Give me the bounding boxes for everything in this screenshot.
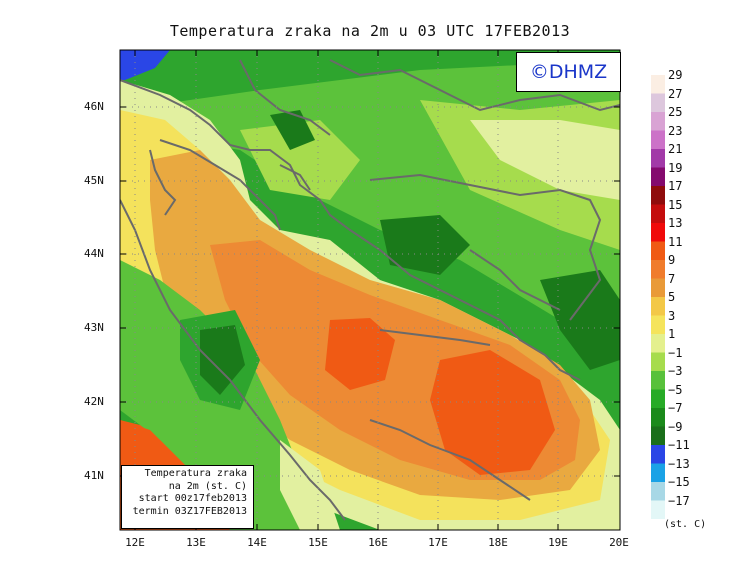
lon-label-16: 16E bbox=[368, 536, 388, 549]
field-deep-green-italy-core bbox=[200, 325, 245, 395]
colorbar-label: 23 bbox=[668, 123, 683, 138]
lon-label-19: 19E bbox=[548, 536, 568, 549]
colorbar-swatch bbox=[651, 408, 665, 427]
colorbar-label: −7 bbox=[668, 401, 683, 415]
colorbar-label: 3 bbox=[668, 308, 676, 323]
colorbar-label: −13 bbox=[668, 456, 690, 471]
colorbar-swatch bbox=[651, 297, 665, 316]
lat-label-42: 42N bbox=[84, 395, 104, 408]
colorbar-label: 5 bbox=[668, 290, 676, 304]
colorbar-swatch bbox=[651, 352, 665, 371]
colorbar-label: −17 bbox=[668, 493, 690, 508]
colorbar-label: 1 bbox=[668, 327, 676, 341]
colorbar-swatch bbox=[651, 130, 665, 149]
lon-label-17: 17E bbox=[428, 536, 448, 549]
field-deep-green-se bbox=[540, 270, 620, 370]
lon-label-12: 12E bbox=[125, 536, 145, 549]
dhmz-logo: ©DHMZ bbox=[516, 52, 621, 92]
lon-label-14: 14E bbox=[247, 536, 267, 549]
info-line-4: termin 03Z17FEB2013 bbox=[132, 505, 247, 517]
lat-label-45: 45N bbox=[84, 174, 104, 187]
colorbar bbox=[651, 75, 665, 519]
colorbar-swatch bbox=[651, 445, 665, 464]
colorbar-swatch bbox=[651, 241, 665, 260]
field-pale-green-ne bbox=[470, 120, 620, 200]
colorbar-swatch bbox=[651, 334, 665, 353]
colorbar-swatch bbox=[651, 149, 665, 168]
colorbar-label: 29 bbox=[668, 68, 683, 82]
colorbar-swatch bbox=[651, 75, 665, 94]
lon-label-20: 20E bbox=[609, 536, 629, 549]
field-blue-cold bbox=[120, 50, 170, 80]
info-line-2: na 2m (st. C) bbox=[168, 480, 247, 492]
lat-label-43: 43N bbox=[84, 321, 104, 334]
colorbar-label: −1 bbox=[668, 345, 683, 360]
colorbar-label: −5 bbox=[668, 382, 683, 397]
field-red-orange-south bbox=[430, 350, 555, 475]
lat-label-44: 44N bbox=[84, 247, 104, 260]
field-deep-green-bosnia bbox=[380, 215, 470, 275]
map-field bbox=[120, 50, 620, 530]
info-line-3: start 00z17feb2013 bbox=[138, 493, 247, 504]
graticule bbox=[120, 50, 620, 530]
lat-label-41: 41N bbox=[84, 469, 104, 482]
colorbar-label: 7 bbox=[668, 271, 676, 286]
colorbar-swatch bbox=[651, 315, 665, 334]
colorbar-swatch bbox=[651, 278, 665, 297]
colorbar-label: 11 bbox=[668, 234, 683, 249]
field-red-orange-central bbox=[325, 318, 395, 390]
colorbar-swatch bbox=[651, 204, 665, 223]
colorbar-swatch bbox=[651, 500, 665, 519]
colorbar-label: 17 bbox=[668, 179, 683, 193]
colorbar-swatch bbox=[651, 260, 665, 279]
coastlines bbox=[120, 59, 620, 521]
field-light-green-nw bbox=[240, 120, 360, 200]
colorbar-label: −9 bbox=[668, 419, 683, 434]
lon-label-18: 18E bbox=[488, 536, 508, 549]
colorbar-label: −15 bbox=[668, 475, 690, 489]
lon-label-13: 13E bbox=[186, 536, 206, 549]
colorbar-swatch bbox=[651, 167, 665, 186]
colorbar-label: 21 bbox=[668, 142, 683, 156]
colorbar-label: 27 bbox=[668, 86, 683, 101]
colorbar-label: 15 bbox=[668, 197, 683, 212]
colorbar-swatch bbox=[651, 426, 665, 445]
field-deep-green-slovenia bbox=[270, 110, 315, 150]
colorbar-label: 9 bbox=[668, 253, 676, 267]
lon-label-15: 15E bbox=[308, 536, 328, 549]
colorbar-swatch bbox=[651, 482, 665, 501]
colorbar-label: −11 bbox=[668, 438, 690, 452]
map-title: Temperatura zraka na 2m u 03 UTC 17FEB20… bbox=[169, 22, 571, 40]
colorbar-swatch bbox=[651, 389, 665, 408]
colorbar-swatch bbox=[651, 463, 665, 482]
colorbar-swatch bbox=[651, 112, 665, 131]
info-box: Temperatura zraka na 2m (st. C) start 00… bbox=[121, 465, 254, 529]
colorbar-label: 19 bbox=[668, 160, 683, 175]
colorbar-swatch bbox=[651, 223, 665, 242]
colorbar-swatch bbox=[651, 186, 665, 205]
colorbar-swatch bbox=[651, 371, 665, 390]
colorbar-label: 13 bbox=[668, 216, 683, 230]
info-line-1: Temperatura zraka bbox=[144, 468, 247, 479]
colorbar-label: 25 bbox=[668, 105, 683, 119]
colorbar-unit: (st. C) bbox=[664, 519, 707, 530]
colorbar-swatch bbox=[651, 93, 665, 112]
lat-label-46: 46N bbox=[84, 100, 104, 113]
colorbar-label: −3 bbox=[668, 364, 683, 378]
map-frame bbox=[119, 49, 621, 531]
